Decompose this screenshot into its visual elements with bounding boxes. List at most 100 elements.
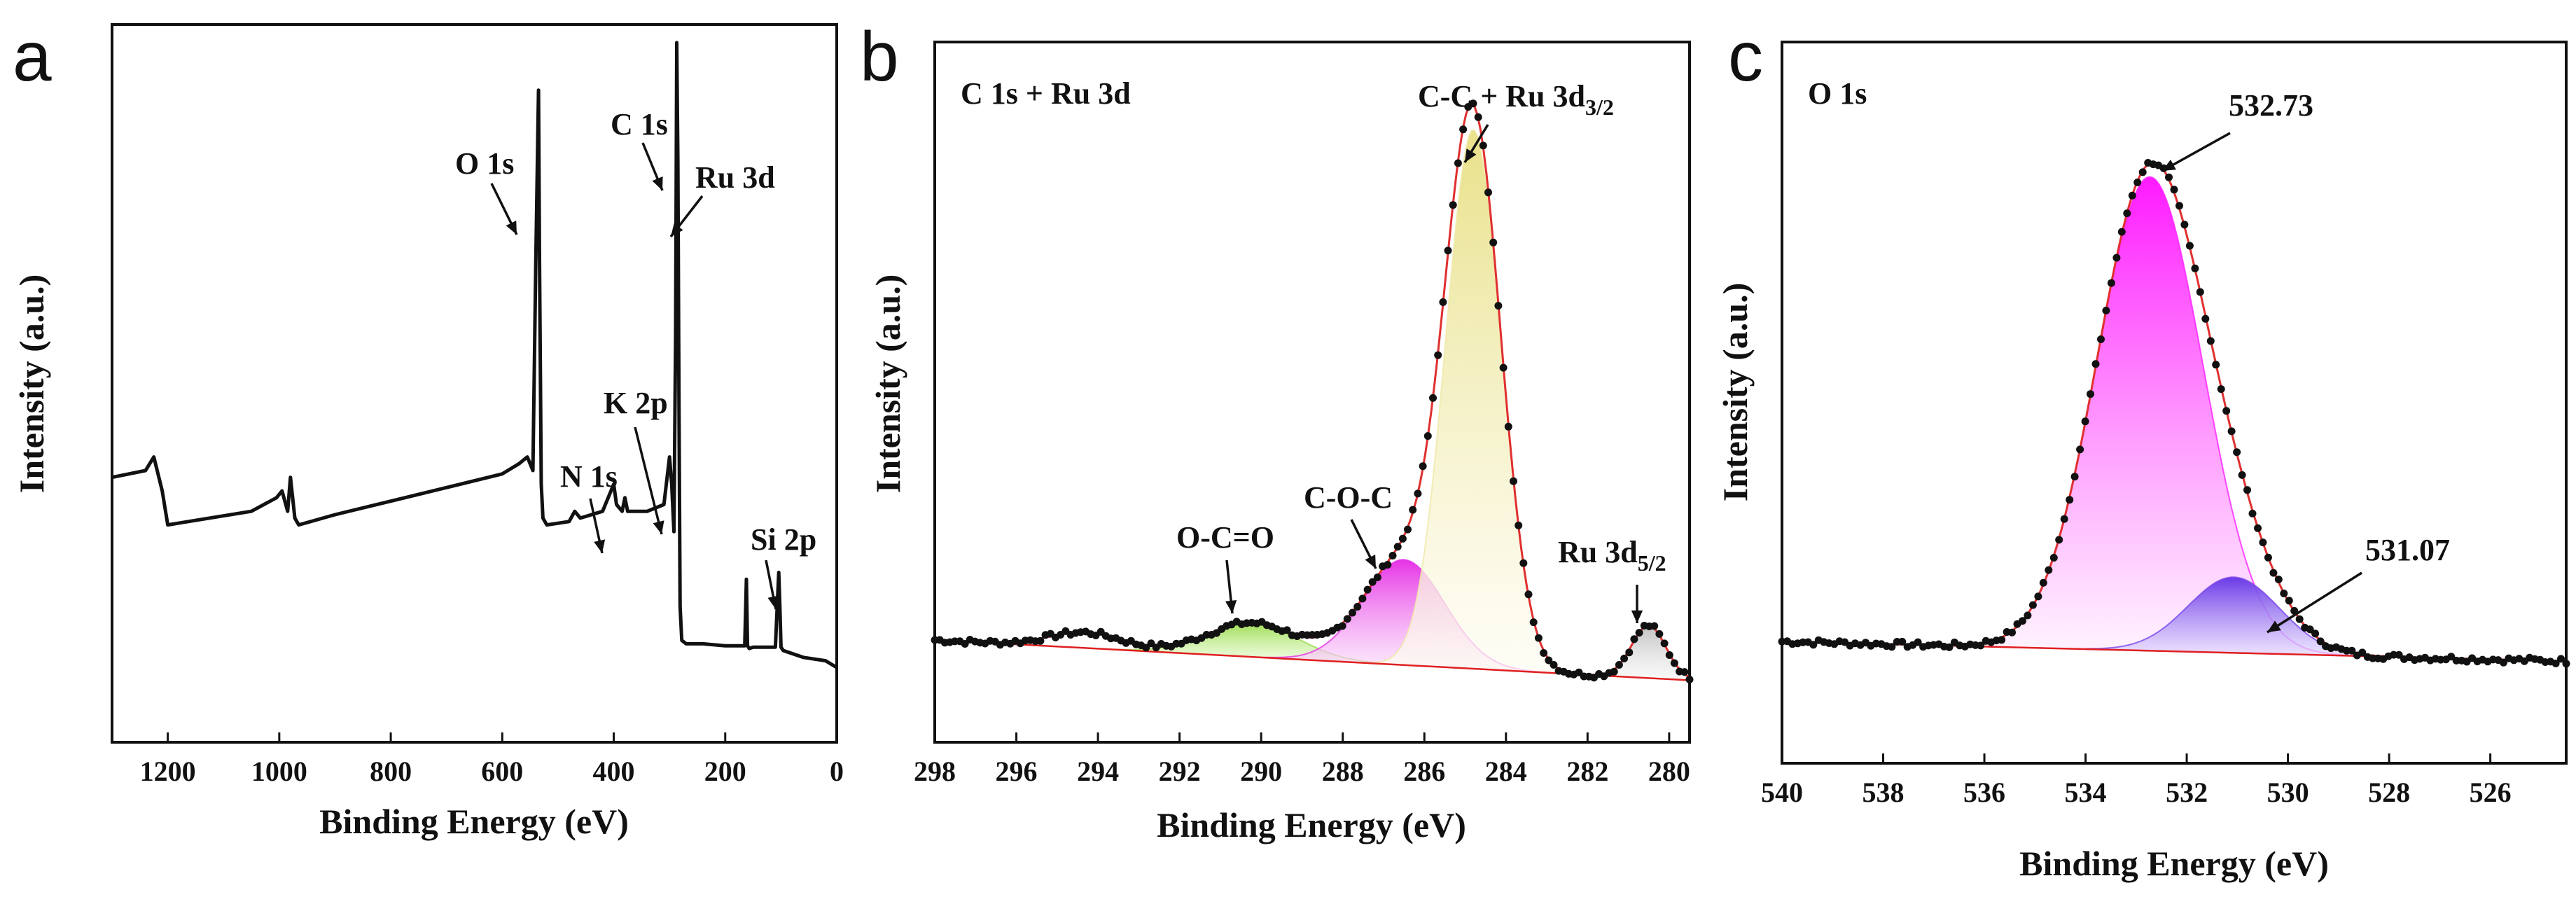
raw-data-point [1489,238,1498,246]
raw-data-point [2133,179,2142,186]
raw-data-point [1358,594,1367,603]
raw-data-point [1809,641,1818,649]
raw-data-point [2034,592,2042,601]
raw-data-point [1349,608,1356,617]
raw-data-point [1338,622,1346,630]
raw-data-point [2019,617,2026,625]
panel-c-title: O 1s [1808,76,1867,111]
x-tick-label: 800 [370,756,412,787]
raw-data-point [2212,361,2220,369]
raw-data-point [1393,543,1402,551]
raw-data-point [1655,630,1664,638]
raw-data-point [2557,655,2565,663]
raw-data-point [2175,202,2183,210]
raw-data-point [1615,661,1623,669]
panel-b-x-axis-title: Binding Energy (eV) [1157,805,1466,844]
raw-data-point [2217,385,2225,394]
panel-label-a: a [13,18,52,96]
raw-data-point [1550,661,1558,669]
panel-b-frame [933,41,1691,744]
x-tick-label: 530 [2267,777,2309,808]
panel-b-annotations: C-C + Ru 3d3/2 C-O-C O-C=O Ru 3d5/2 [1176,79,1666,623]
panel-a-survey-line [111,41,838,669]
panel-c-ticks: 540 538 536 534 532 530 528 526 [1761,753,2512,808]
annotation-arrowhead [652,176,663,190]
panel-c-annotations: 532.73 531.07 [2161,88,2450,634]
raw-data-point [1680,668,1689,676]
raw-data-point [1363,585,1372,594]
panel-c-y-axis-title: Intensity (a.u.) [1715,283,1755,502]
raw-data-point [1660,639,1669,648]
x-tick-label: 1200 [140,756,196,787]
raw-data-point [1945,643,1954,651]
raw-data-point [2238,471,2246,479]
raw-data-point [1404,525,1412,534]
raw-data-point [2447,653,2456,661]
raw-data-point [2049,554,2058,562]
raw-data-point [1419,462,1427,471]
raw-data-point [2191,264,2199,272]
raw-data-point [2311,630,2320,638]
raw-data-point [2358,648,2367,657]
raw-data-point [1434,351,1442,359]
raw-data-point [1625,648,1634,657]
raw-data-point [2306,625,2314,634]
panel-b-component-fills [1117,130,1690,681]
peak-annotation: O 1s [455,146,514,181]
raw-data-point [2243,486,2251,494]
annotation-arrowhead [1365,555,1376,569]
raw-data-point [2348,646,2356,655]
raw-data-point [2066,496,2074,504]
raw-data-point [2227,427,2236,436]
raw-data-point [1444,246,1452,255]
panel-a-y-axis-title: Intensity (a.u.) [12,274,51,494]
annotation-arrowhead [1225,599,1237,613]
raw-data-point [1398,534,1407,543]
raw-data-point [1670,659,1678,667]
raw-data-point [2070,473,2079,481]
x-tick-label: 284 [1485,756,1527,787]
annotation-arrow-line [2161,132,2231,172]
raw-data-point [1474,113,1482,121]
raw-data-point [2112,253,2121,262]
panel-c-raw-data [1778,159,2570,668]
raw-data-point [1665,651,1673,659]
x-tick-label: 600 [481,756,523,787]
raw-data-point [1494,302,1503,310]
x-tick-label: 532 [2166,777,2208,808]
raw-data-point [1439,298,1447,306]
raw-data-point [1977,641,1985,650]
raw-data-point [2138,168,2147,176]
raw-data-point [2076,445,2084,454]
raw-data-point [1519,559,1528,567]
raw-data-point [2008,628,2016,637]
raw-data-point [2269,569,2278,577]
raw-data-point [1036,637,1045,645]
x-tick-label: 526 [2470,777,2512,808]
x-tick-label: 540 [1761,777,1803,808]
raw-data-point [1898,637,1907,646]
raw-data-point [2117,228,2126,236]
raw-data-point [2395,651,2403,659]
raw-data-point [1479,141,1487,150]
raw-data-point [1368,578,1377,586]
panel-c-x-axis-title: Binding Energy (eV) [2019,844,2329,883]
raw-data-point [2091,360,2100,368]
raw-data-point [2233,448,2241,457]
raw-data-point [1510,477,1517,485]
peak-annotation: C 1s [611,107,668,141]
raw-data-point [2285,597,2293,605]
raw-data-point [1998,636,2006,644]
raw-data-point [2185,242,2194,250]
raw-data-point [2274,576,2283,583]
raw-data-point [1534,634,1543,642]
panel-label-b: b [860,18,899,96]
peak-annotation: Ru 3d5/2 [1558,535,1666,576]
raw-data-point [2254,524,2262,532]
raw-data-point [1454,159,1462,167]
panel-b-raw-data [931,99,1694,683]
peak-annotation: C-O-C [1304,480,1393,515]
raw-data-point [2024,611,2032,620]
raw-data-point [2165,173,2173,181]
